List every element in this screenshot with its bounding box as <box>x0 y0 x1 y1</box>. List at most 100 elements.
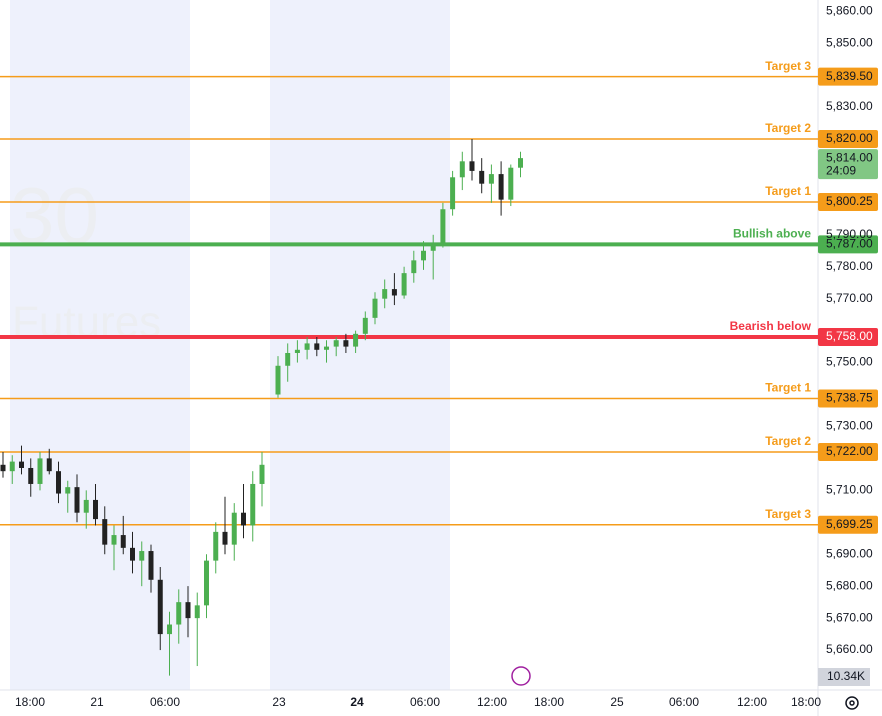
x-tick-label: 06:00 <box>150 695 180 709</box>
y-tick-label: 5,680.00 <box>826 578 873 592</box>
candle-body <box>74 487 80 513</box>
candle-body <box>450 177 456 210</box>
level-name: Target 3 <box>765 507 811 521</box>
settings-icon[interactable] <box>845 696 859 710</box>
candle-body <box>139 551 145 561</box>
x-tick-label: 06:00 <box>410 695 440 709</box>
level-price-box <box>818 443 878 462</box>
x-tick-label: 18:00 <box>534 695 564 709</box>
candle-body <box>9 461 15 472</box>
candle-body <box>231 512 237 545</box>
candle-body <box>304 343 310 350</box>
candle-body <box>185 602 191 619</box>
candle-body <box>401 273 407 296</box>
candle-body <box>28 467 34 484</box>
candle-body <box>285 352 291 366</box>
level-price-box <box>818 515 878 534</box>
candle-body <box>294 349 300 353</box>
y-tick-label: 5,830.00 <box>826 99 873 113</box>
candle-body <box>102 519 108 545</box>
level-price-label: 5,839.50 <box>826 69 873 83</box>
alert-icon[interactable] <box>511 666 531 686</box>
y-tick-label: 5,660.00 <box>826 642 873 656</box>
candle-body <box>157 579 163 635</box>
y-tick-label: 5,690.00 <box>826 546 873 560</box>
level-name: Target 1 <box>765 184 811 198</box>
level-name: Target 1 <box>765 381 811 395</box>
y-tick-label: 5,670.00 <box>826 610 873 624</box>
volume-label: 10.34K <box>827 669 865 683</box>
candle-body <box>176 602 182 625</box>
x-tick-label: 12:00 <box>477 695 507 709</box>
current-price-label: 5,814.00 <box>826 150 873 164</box>
candle-body <box>488 174 494 184</box>
candle-body <box>93 499 98 520</box>
watermark: 30 <box>10 171 99 260</box>
candle-body <box>56 471 61 494</box>
candle-body <box>430 244 436 251</box>
level-price-label: 5,722.00 <box>826 444 873 458</box>
candle-body <box>241 512 246 526</box>
watermark: i Futures <box>0 298 161 347</box>
level-price-label: 5,787.00 <box>826 237 873 251</box>
candle-body <box>275 365 281 395</box>
level-price-box <box>818 328 878 347</box>
candle-body <box>111 535 117 545</box>
candle-body <box>498 174 504 200</box>
candle-body <box>372 298 378 318</box>
candle-body <box>120 535 126 548</box>
candle-body <box>46 458 52 472</box>
level-name: Target 2 <box>765 434 811 448</box>
level-price-box <box>818 389 878 408</box>
candle-body <box>459 161 465 178</box>
candle-body <box>382 289 388 299</box>
y-tick-label: 5,730.00 <box>826 419 873 433</box>
candle-body <box>469 161 475 171</box>
current-price-box <box>818 149 878 180</box>
level-price-box <box>818 129 878 148</box>
volume-box <box>818 668 870 686</box>
y-tick-label: 5,860.00 <box>826 3 873 17</box>
candle-body <box>411 260 417 274</box>
x-tick-label: 21 <box>90 695 104 709</box>
candle-body <box>314 343 320 350</box>
candle-body <box>19 461 24 468</box>
y-tick-label: 5,750.00 <box>826 355 873 369</box>
level-name: Bullish above <box>733 227 811 241</box>
candle-body <box>440 209 446 245</box>
x-tick-label: 24 <box>350 695 364 709</box>
level-price-box <box>818 193 878 212</box>
candle-body <box>259 464 265 484</box>
candle-body <box>148 551 154 580</box>
candle-body <box>250 483 256 526</box>
level-price-label: 5,758.00 <box>826 329 873 343</box>
x-tick-label: 18:00 <box>15 695 45 709</box>
y-tick-label: 5,790.00 <box>826 227 873 241</box>
candle-body <box>83 499 89 513</box>
candle-body <box>391 289 397 296</box>
y-tick-label: 5,850.00 <box>826 35 873 49</box>
candle-body <box>65 487 71 494</box>
level-name: Bearish below <box>730 319 812 333</box>
level-name: Target 2 <box>765 121 811 135</box>
level-price-label: 5,820.00 <box>826 131 873 145</box>
candle-body <box>479 170 485 184</box>
x-tick-label: 23 <box>272 695 286 709</box>
candle-body <box>343 340 349 347</box>
level-price-label: 5,800.25 <box>826 194 873 208</box>
x-tick-label: 18:00 <box>791 695 821 709</box>
candle-body <box>222 531 228 545</box>
candle-body <box>362 317 368 334</box>
candle-body <box>167 624 172 635</box>
candle-body <box>508 167 514 200</box>
level-price-label: 5,738.75 <box>826 391 873 405</box>
x-tick-label: 06:00 <box>669 695 699 709</box>
candle-body <box>333 340 339 347</box>
x-tick-label: 12:00 <box>737 695 767 709</box>
settings-icon-core <box>849 700 855 706</box>
candle-body <box>130 547 135 561</box>
level-price-box <box>818 67 878 86</box>
y-tick-label: 5,780.00 <box>826 259 873 273</box>
candle-body <box>37 458 43 484</box>
y-tick-label: 5,710.00 <box>826 483 873 497</box>
